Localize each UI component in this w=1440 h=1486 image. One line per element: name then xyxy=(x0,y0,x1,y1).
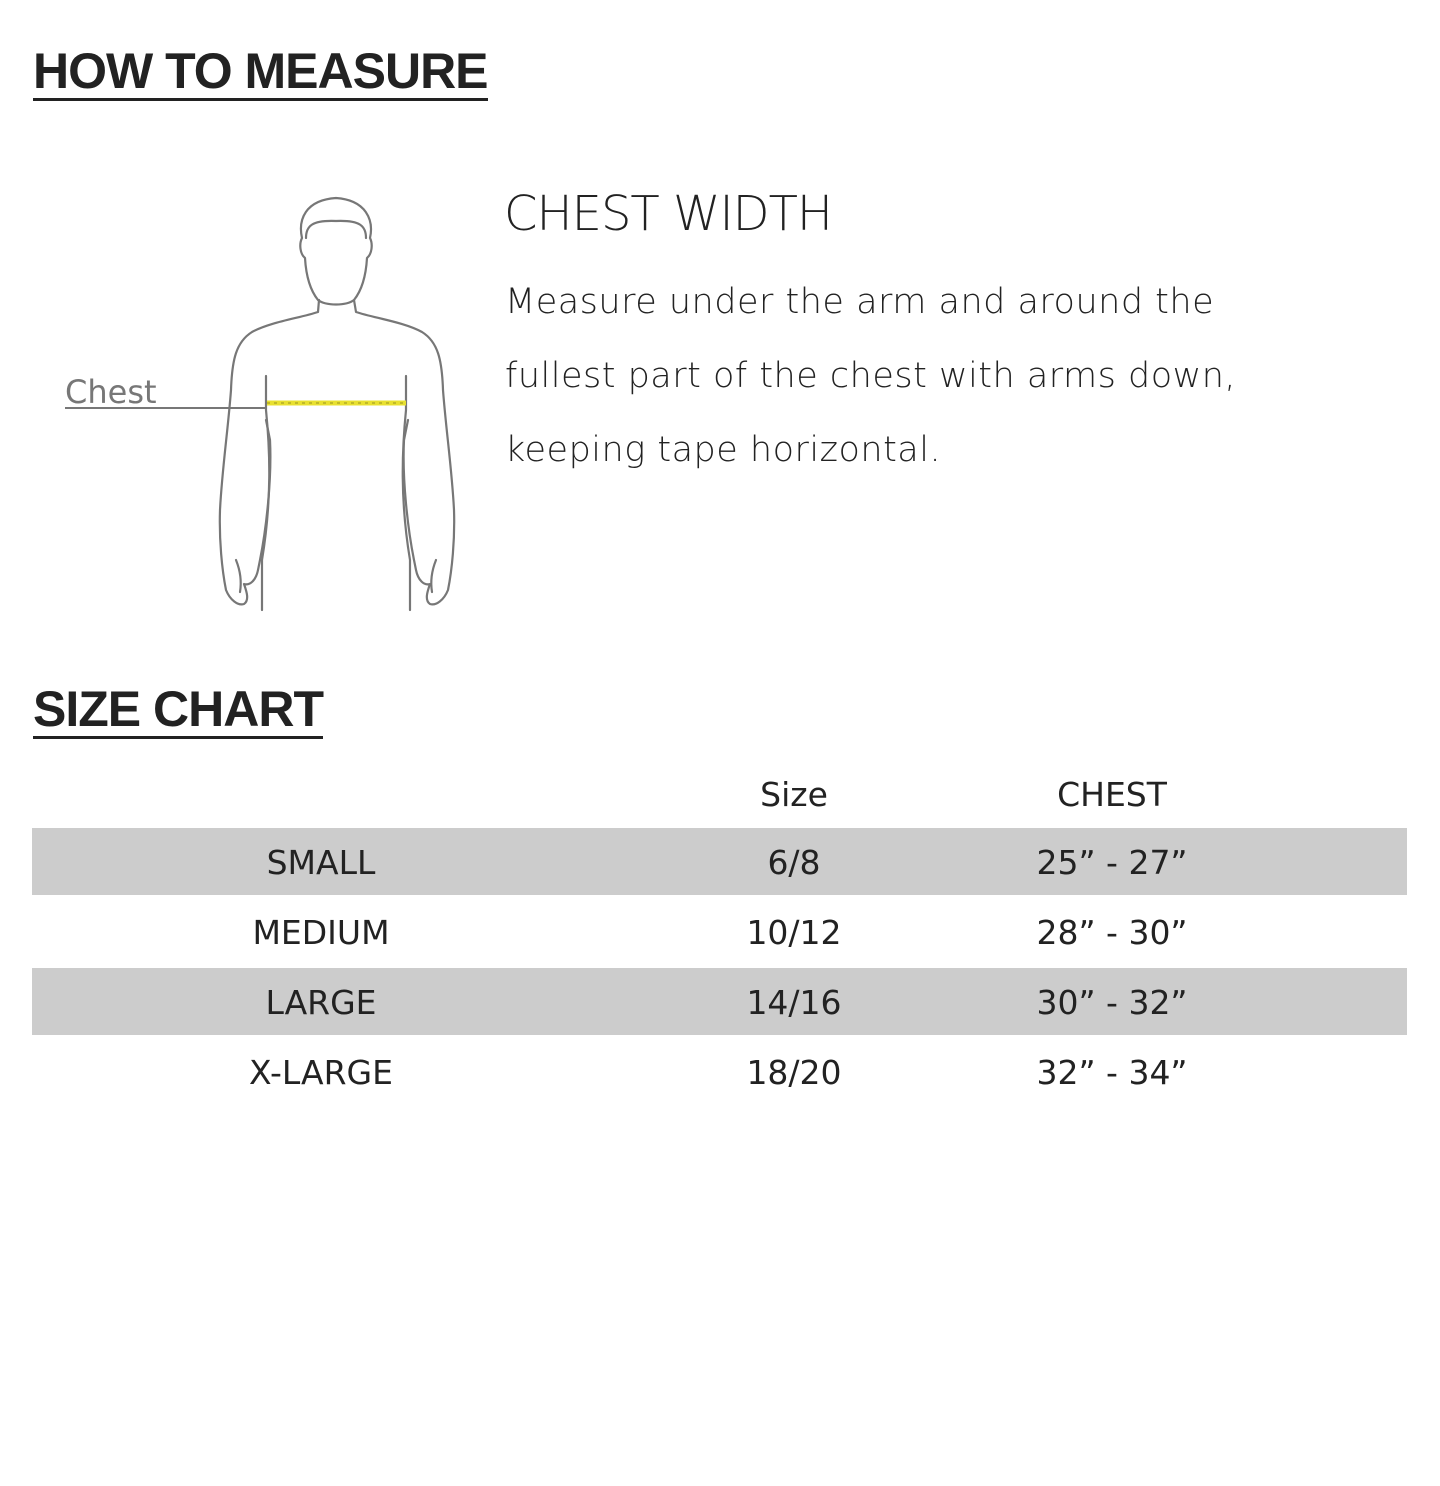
column-header-label xyxy=(121,760,521,827)
size-name: SMALL xyxy=(266,843,376,882)
chest-width-description: Measure under the arm and around the ful… xyxy=(505,282,1237,470)
size-number: 10/12 xyxy=(746,913,842,952)
chest-width-title: CHEST WIDTH xyxy=(504,186,833,242)
column-header-size: Size xyxy=(760,775,828,814)
size-name: X-LARGE xyxy=(249,1053,393,1092)
how-to-measure-heading: HOW TO MEASURE xyxy=(33,43,489,101)
head-outline xyxy=(299,196,373,306)
table-row: LARGE 14/16 30” - 32” xyxy=(32,968,1407,1035)
chest-range: 28” - 30” xyxy=(1036,913,1188,952)
size-number: 6/8 xyxy=(767,843,821,882)
chest-range: 32” - 34” xyxy=(1036,1053,1188,1092)
size-name: MEDIUM xyxy=(252,913,390,952)
table-row: MEDIUM 10/12 28” - 30” xyxy=(32,898,1407,965)
table-row: SMALL 6/8 25” - 27” xyxy=(32,828,1407,895)
table-row: X-LARGE 18/20 32” - 34” xyxy=(32,1038,1407,1105)
size-number: 14/16 xyxy=(746,983,842,1022)
chest-label: Chest xyxy=(65,373,157,411)
size-name: LARGE xyxy=(265,983,377,1022)
size-chart-header-row: Size CHEST xyxy=(32,760,1407,827)
column-header-chest: CHEST xyxy=(1057,775,1167,814)
body-measurement-figure: Chest xyxy=(65,196,456,612)
chest-range: 25” - 27” xyxy=(1036,843,1188,882)
chest-range: 30” - 32” xyxy=(1036,983,1188,1022)
size-number: 18/20 xyxy=(746,1053,842,1092)
size-chart-heading: SIZE CHART xyxy=(33,681,324,739)
